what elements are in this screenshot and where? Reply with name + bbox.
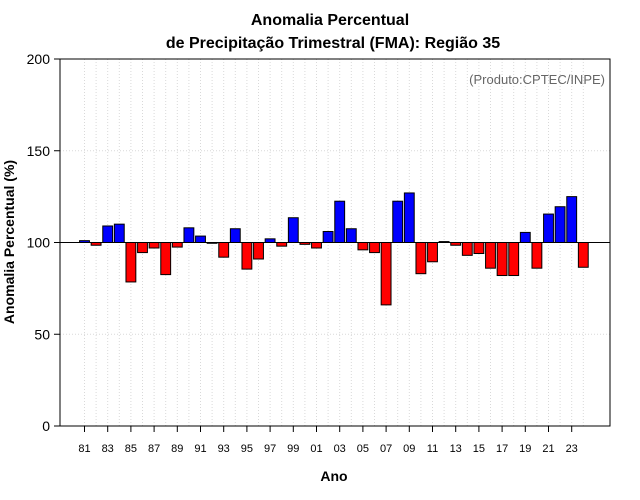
bar-03 xyxy=(334,200,346,244)
bar-96 xyxy=(253,242,264,260)
y-tick-label: 50 xyxy=(34,326,50,342)
bar-05 xyxy=(357,242,369,251)
y-axis-title: Anomalia Percentual (%) xyxy=(1,160,17,324)
bar-23 xyxy=(566,196,578,244)
bar-90 xyxy=(183,227,195,244)
x-tick-label: 01 xyxy=(310,443,322,455)
bar-09 xyxy=(403,192,415,243)
bar-94 xyxy=(229,228,241,244)
bars xyxy=(79,192,589,306)
bar-10 xyxy=(415,242,427,275)
y-tick-label: 0 xyxy=(42,418,50,434)
bar-99 xyxy=(287,217,299,243)
axes: 0 50 100 150 200 81 83 85 87 89 91 93 95 97 99 01 03 05 07… xyxy=(27,51,611,455)
bar-18 xyxy=(508,242,520,277)
bar-95 xyxy=(241,242,253,270)
bar-11 xyxy=(427,242,438,263)
bar-83 xyxy=(102,225,114,243)
bar-21 xyxy=(543,213,554,243)
x-tick-label: 11 xyxy=(427,443,438,455)
bar-04 xyxy=(345,228,357,244)
bar-87 xyxy=(148,242,160,249)
bar-20 xyxy=(531,242,543,269)
x-tick-label: 83 xyxy=(102,443,114,455)
x-tick-label: 03 xyxy=(334,443,346,455)
bar-15 xyxy=(473,242,485,255)
bar-02 xyxy=(322,230,334,244)
bar-88 xyxy=(160,242,172,276)
bar-91 xyxy=(195,235,206,244)
bar-97 xyxy=(264,238,276,244)
x-tick-label: 15 xyxy=(473,443,485,455)
bar-84 xyxy=(113,223,125,243)
bar-16 xyxy=(485,242,496,269)
x-tick-label: 91 xyxy=(194,443,206,455)
x-tick-label: 17 xyxy=(496,443,508,455)
chart-title-line1: Anomalia Percentual xyxy=(251,12,409,29)
x-tick-label: 97 xyxy=(264,443,276,455)
x-tick-label: 89 xyxy=(171,443,183,455)
chart-title-line2: de Precipitação Trimestral (FMA): Região… xyxy=(166,35,500,52)
x-tick-label: 09 xyxy=(403,443,415,455)
y-tick-label: 200 xyxy=(27,51,51,67)
bar-89 xyxy=(171,242,183,248)
x-tick-label: 19 xyxy=(519,443,531,455)
bar-85 xyxy=(125,242,137,283)
x-tick-label: 93 xyxy=(218,443,230,455)
x-tick-label: 85 xyxy=(125,443,137,455)
y-tick-label: 150 xyxy=(27,143,51,159)
bar-24 xyxy=(577,242,589,268)
x-tick-label: 99 xyxy=(287,443,299,455)
bar-17 xyxy=(496,242,508,277)
x-tick-label: 21 xyxy=(542,443,554,455)
x-tick-label: 87 xyxy=(148,443,160,455)
bar-93 xyxy=(218,242,230,258)
x-tick-label: 07 xyxy=(380,443,392,455)
bar-07 xyxy=(380,242,392,306)
bar-06 xyxy=(369,242,380,254)
x-tick-label: 13 xyxy=(450,443,462,455)
x-tick-label: 95 xyxy=(241,443,253,455)
bar-22 xyxy=(554,206,566,243)
x-tick-label: 05 xyxy=(357,443,369,455)
bar-19 xyxy=(519,231,531,244)
bar-14 xyxy=(461,242,473,256)
bar-08 xyxy=(392,200,404,244)
y-tick-label: 100 xyxy=(27,235,51,251)
source-label: (Produto:CPTEC/INPE) xyxy=(469,72,605,87)
x-axis-title: Ano xyxy=(320,468,347,484)
x-tick-label: 23 xyxy=(566,443,578,455)
bar-86 xyxy=(137,242,148,254)
bar-01 xyxy=(311,242,322,249)
x-tick-label: 81 xyxy=(78,443,90,455)
bar-98 xyxy=(276,242,288,247)
